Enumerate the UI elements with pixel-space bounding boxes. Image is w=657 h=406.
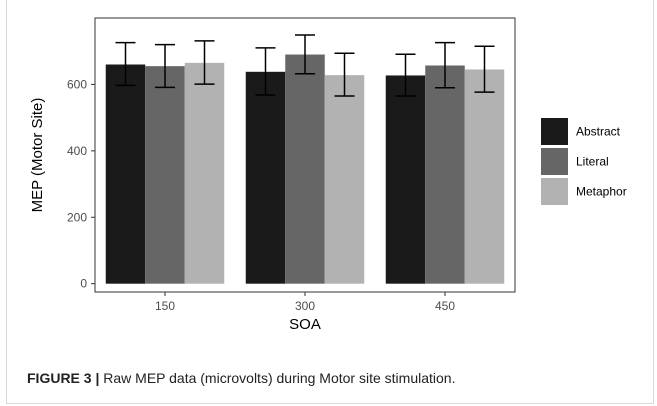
bar-abstract-150 xyxy=(105,64,146,284)
x-axis-label: SOA xyxy=(289,316,321,333)
legend-key-abstract xyxy=(541,118,568,145)
bar-metaphor-300 xyxy=(324,75,365,284)
y-tick-label: 400 xyxy=(67,144,87,158)
x-tick-label: 300 xyxy=(295,299,315,313)
legend-key-literal xyxy=(541,148,568,175)
legend-label-literal: Literal xyxy=(576,155,609,169)
x-tick-label: 150 xyxy=(155,299,175,313)
bar-literal-300 xyxy=(285,54,325,284)
bar-metaphor-450 xyxy=(464,69,505,284)
bar-metaphor-150 xyxy=(184,62,225,284)
bar-chart: 150 300 450 0 200 400 600 SOA MEP (Motor Site) Ab… xyxy=(29,17,627,333)
legend-key-metaphor xyxy=(541,178,568,205)
y-axis-label: MEP (Motor Site) xyxy=(29,98,46,213)
caption-text: Raw MEP data (microvolts) during Motor s… xyxy=(99,370,456,386)
bar-literal-150 xyxy=(145,66,185,284)
y-tick-label: 0 xyxy=(80,277,87,291)
bar-abstract-450 xyxy=(385,75,426,284)
x-tick-label: 450 xyxy=(435,299,455,313)
caption-label: FIGURE 3 | xyxy=(27,370,100,386)
bar-abstract-300 xyxy=(245,71,286,284)
legend-label-abstract: Abstract xyxy=(576,125,621,139)
figure-caption: FIGURE 3 | Raw MEP data (microvolts) dur… xyxy=(27,370,455,386)
y-tick-label: 200 xyxy=(67,210,87,224)
y-tick-label: 600 xyxy=(67,77,87,91)
figure-frame xyxy=(6,0,654,404)
bar-literal-450 xyxy=(425,65,465,284)
legend-label-metaphor: Metaphor xyxy=(576,185,627,199)
